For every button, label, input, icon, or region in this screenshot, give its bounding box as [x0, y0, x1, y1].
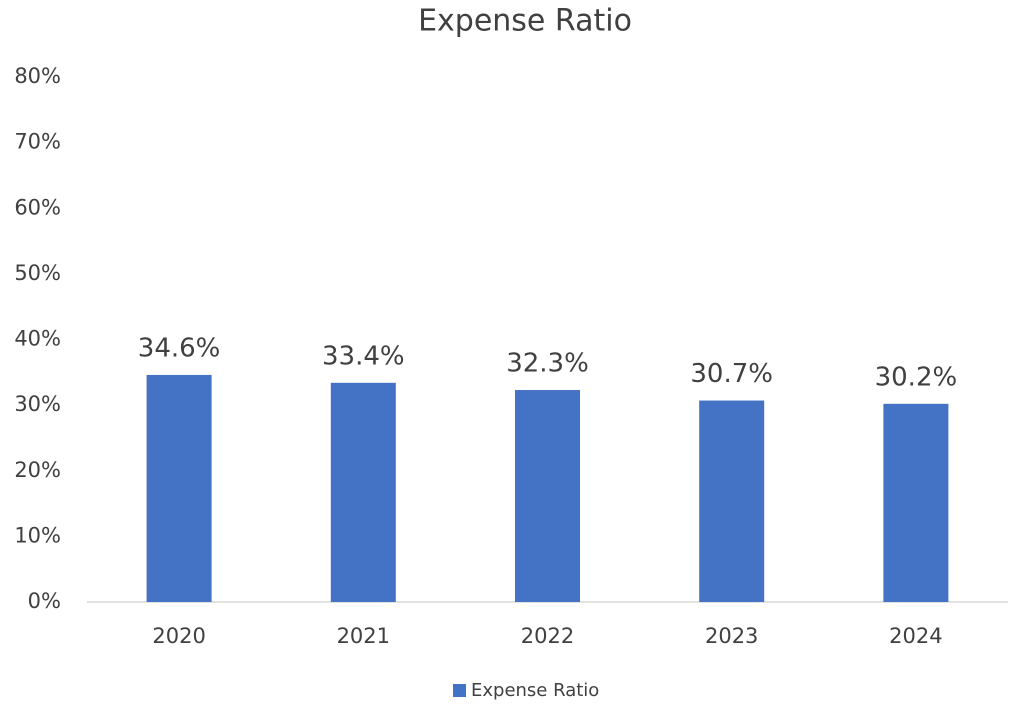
data-label: 30.7%: [690, 359, 773, 389]
x-tick-label: 2023: [705, 624, 758, 648]
y-tick-label: 40%: [14, 327, 61, 351]
data-label: 34.6%: [138, 333, 221, 363]
bar: [699, 400, 765, 602]
bar: [883, 403, 949, 602]
bar: [330, 382, 396, 602]
bar: [515, 390, 580, 602]
y-tick-label: 30%: [14, 392, 61, 416]
y-tick-label: 20%: [14, 458, 61, 482]
legend-swatch: [453, 684, 466, 697]
data-label: 33.4%: [322, 341, 405, 371]
y-tick-label: 0%: [28, 589, 61, 613]
legend-label: Expense Ratio: [471, 680, 599, 701]
y-tick-label: 80%: [14, 64, 61, 88]
x-tick-label: 2021: [337, 624, 390, 648]
y-tick-label: 70%: [14, 130, 61, 154]
bar: [146, 374, 212, 602]
y-tick-label: 10%: [14, 523, 61, 547]
x-tick-label: 2020: [152, 624, 205, 648]
x-tick-label: 2022: [521, 624, 574, 648]
data-label: 30.2%: [875, 362, 958, 392]
y-tick-label: 50%: [14, 261, 61, 285]
data-label: 32.3%: [506, 349, 589, 379]
y-tick-label: 60%: [14, 195, 61, 219]
chart-title: Expense Ratio: [418, 4, 632, 39]
x-tick-label: 2024: [889, 624, 942, 648]
